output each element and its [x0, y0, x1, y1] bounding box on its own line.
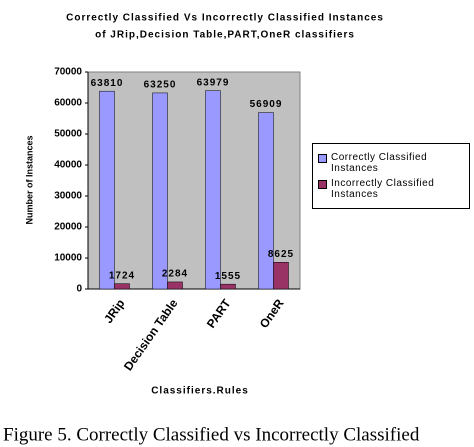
legend-swatch [318, 154, 327, 163]
legend-label: Correctly Classified Instances [331, 152, 428, 174]
legend-item: Incorrectly Classified Instances [316, 178, 466, 200]
bar [273, 262, 289, 290]
data-label: 1555 [215, 271, 241, 282]
chart-title: Correctly Classified Vs Incorrectly Clas… [66, 13, 384, 24]
y-tick-label: 10000 [54, 253, 82, 264]
x-tick-label: PART [204, 296, 234, 331]
data-label: 63810 [91, 78, 124, 89]
y-tick-label: 70000 [54, 67, 82, 78]
y-tick-label: 20000 [54, 222, 82, 233]
bar [167, 281, 183, 290]
bar [152, 92, 168, 290]
y-tick-label: 30000 [54, 191, 82, 202]
caption: Figure 5. Correctly Classified vs Incorr… [3, 424, 420, 445]
y-tick-label: 50000 [54, 129, 82, 140]
x-tick-label: Decision Table [121, 296, 181, 373]
x-tick-label: OneR [257, 296, 287, 331]
x-tick-label: JRip [101, 297, 127, 326]
data-label: 63979 [197, 77, 230, 88]
bar [205, 90, 221, 290]
bar [258, 112, 274, 290]
legend: Correctly Classified Instances Incorrectl… [312, 143, 470, 209]
data-label: 1724 [109, 270, 135, 281]
bar [220, 283, 236, 290]
legend-item: Correctly Classified Instances [316, 152, 466, 174]
y-tick-label: 0 [76, 284, 82, 295]
y-tick-label: 40000 [54, 160, 82, 171]
data-label: 8625 [268, 249, 294, 260]
bar [99, 90, 115, 290]
bar [114, 283, 130, 290]
legend-swatch [318, 180, 327, 189]
x-axis-label: Classifiers.Rules [151, 386, 249, 397]
y-tick-label: 60000 [54, 98, 82, 109]
data-label: 63250 [144, 80, 177, 91]
data-label: 56909 [250, 99, 283, 110]
data-label: 2284 [162, 269, 188, 280]
y-axis-label: Number of Instances [24, 135, 34, 224]
legend-label: Incorrectly Classified Instances [331, 178, 435, 200]
chart-title: of JRip,Decision Table,PART,OneR classif… [95, 30, 355, 41]
